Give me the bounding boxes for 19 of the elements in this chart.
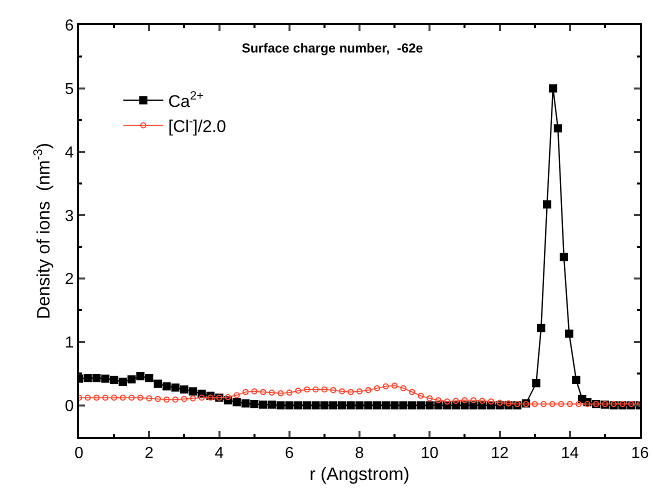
x-tick-label: 16 <box>631 445 649 462</box>
y-tick-label: 3 <box>64 208 74 225</box>
x-tick-label: 8 <box>355 445 364 462</box>
y-tick-label: 1 <box>64 334 74 352</box>
y-tick-label: 4 <box>64 144 74 162</box>
x-axis-title: r (Angstrom) <box>309 464 410 484</box>
x-tick-label: 14 <box>560 445 579 462</box>
y-tick-label: 5 <box>64 80 74 98</box>
y-tick-label: 0 <box>64 398 74 415</box>
legend-label: Ca$^{2+}$ <box>168 88 204 111</box>
x-tick-label: 12 <box>490 445 509 462</box>
y-tick-label: 2 <box>64 271 74 288</box>
text: Surface charge number, -62e <box>242 40 424 56</box>
x-tick-label: 2 <box>144 445 154 462</box>
legend-label: [Cl$^{-}$]/2.0 <box>168 114 226 136</box>
x-tick-label: 10 <box>420 445 439 462</box>
y-tick-label: 6 <box>64 18 74 35</box>
x-tick-label: 4 <box>214 445 224 462</box>
x-tick-label: 6 <box>284 445 294 462</box>
